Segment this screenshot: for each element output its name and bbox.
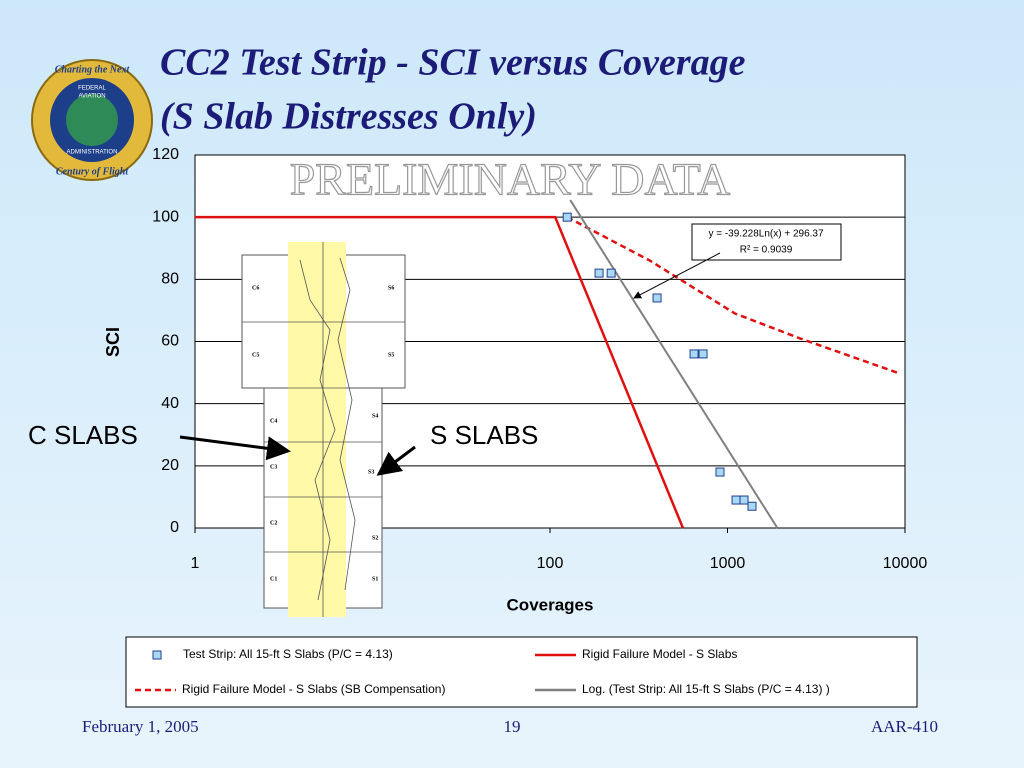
slab-label: C5 — [252, 352, 259, 358]
slab-label: C3 — [270, 464, 277, 470]
slab-diagram: C6 S6 C5 S5 C4 S4 C3 S3 C2 S2 C1 S1 — [241, 242, 406, 617]
equation: y = -39.228Ln(x) + 296.37 — [708, 229, 824, 240]
slab-label: C4 — [270, 418, 277, 424]
slab-label: C6 — [252, 285, 259, 291]
watermark: PRELIMINARY DATA — [290, 154, 731, 205]
y-tick-label: 120 — [152, 146, 179, 163]
footer-code: AAR-410 — [871, 717, 938, 736]
legend-label: Test Strip: All 15-ft S Slabs (P/C = 4.1… — [183, 647, 393, 661]
point — [689, 349, 699, 359]
x-tick-label: 1000 — [710, 555, 746, 572]
logo: Charting the Next FEDERAL AVIATION ADMIN… — [31, 59, 153, 181]
series-line — [566, 216, 898, 374]
series-line — [569, 199, 779, 529]
x-tick-label: 1 — [191, 555, 200, 572]
title: (S Slab Distresses Only) — [160, 96, 537, 138]
logo-text: Century of Flight — [56, 166, 129, 177]
r-squared: R² = 0.9039 — [740, 245, 793, 256]
logo-text: FEDERAL — [78, 86, 106, 92]
point — [739, 495, 749, 505]
legend-label: Log. (Test Strip: All 15-ft S Slabs (P/C… — [582, 682, 830, 696]
callout-arrow — [179, 435, 291, 461]
point — [594, 268, 604, 278]
point — [562, 212, 572, 222]
logo-center — [66, 94, 118, 146]
point — [652, 293, 662, 303]
point — [715, 467, 725, 477]
y-axis-label: SCI — [103, 327, 123, 357]
legend-label: Rigid Failure Model - S Slabs (SB Compen… — [182, 682, 445, 696]
legend-label: Rigid Failure Model - S Slabs — [582, 647, 737, 661]
x-tick-label: 100 — [537, 555, 564, 572]
yellow-strip — [288, 242, 346, 617]
x-axis-label: Coverages — [507, 595, 594, 614]
slab-label: S2 — [372, 535, 378, 541]
slab-label: S4 — [372, 413, 378, 419]
slab-label: C2 — [270, 520, 277, 526]
point — [606, 268, 616, 278]
annotation-arrow — [633, 252, 721, 299]
callout: C SLABS — [28, 420, 138, 450]
y-tick-label: 40 — [161, 395, 179, 412]
logo-text: ADMINISTRATION — [67, 150, 118, 156]
x-tick-label: 10000 — [883, 555, 928, 572]
logo-text: Charting the Next — [55, 64, 131, 75]
series-line — [195, 215, 685, 529]
slab-label: S1 — [372, 576, 378, 582]
logo-text: AVIATION — [78, 94, 105, 100]
annotation: y = -39.228Ln(x) + 296.37 R² = 0.9039 — [633, 223, 842, 299]
footer-page: 19 — [504, 717, 521, 736]
y-tick-label: 0 — [170, 519, 179, 536]
title: CC2 Test Strip - SCI versus Coverage — [160, 42, 746, 84]
legend-box — [125, 636, 918, 708]
y-tick-label: 80 — [161, 271, 179, 288]
slab-label: S3 — [368, 469, 374, 475]
slab-label: C1 — [270, 576, 277, 582]
y-tick-label: 100 — [152, 208, 179, 225]
slab-label: S6 — [388, 285, 394, 291]
slab-label: S5 — [388, 352, 394, 358]
callout: S SLABS — [430, 420, 538, 450]
y-tick-label: 60 — [161, 333, 179, 350]
point — [747, 501, 757, 511]
point — [698, 349, 708, 359]
point — [731, 495, 741, 505]
slab-joints — [242, 242, 405, 617]
footer-date: February 1, 2005 — [82, 717, 199, 736]
callout-arrow — [376, 445, 416, 476]
legend-marker — [152, 650, 162, 660]
y-tick-label: 20 — [161, 457, 179, 474]
legend: Test Strip: All 15-ft S Slabs (P/C = 4.1… — [125, 636, 918, 708]
annotation-box — [691, 223, 842, 261]
